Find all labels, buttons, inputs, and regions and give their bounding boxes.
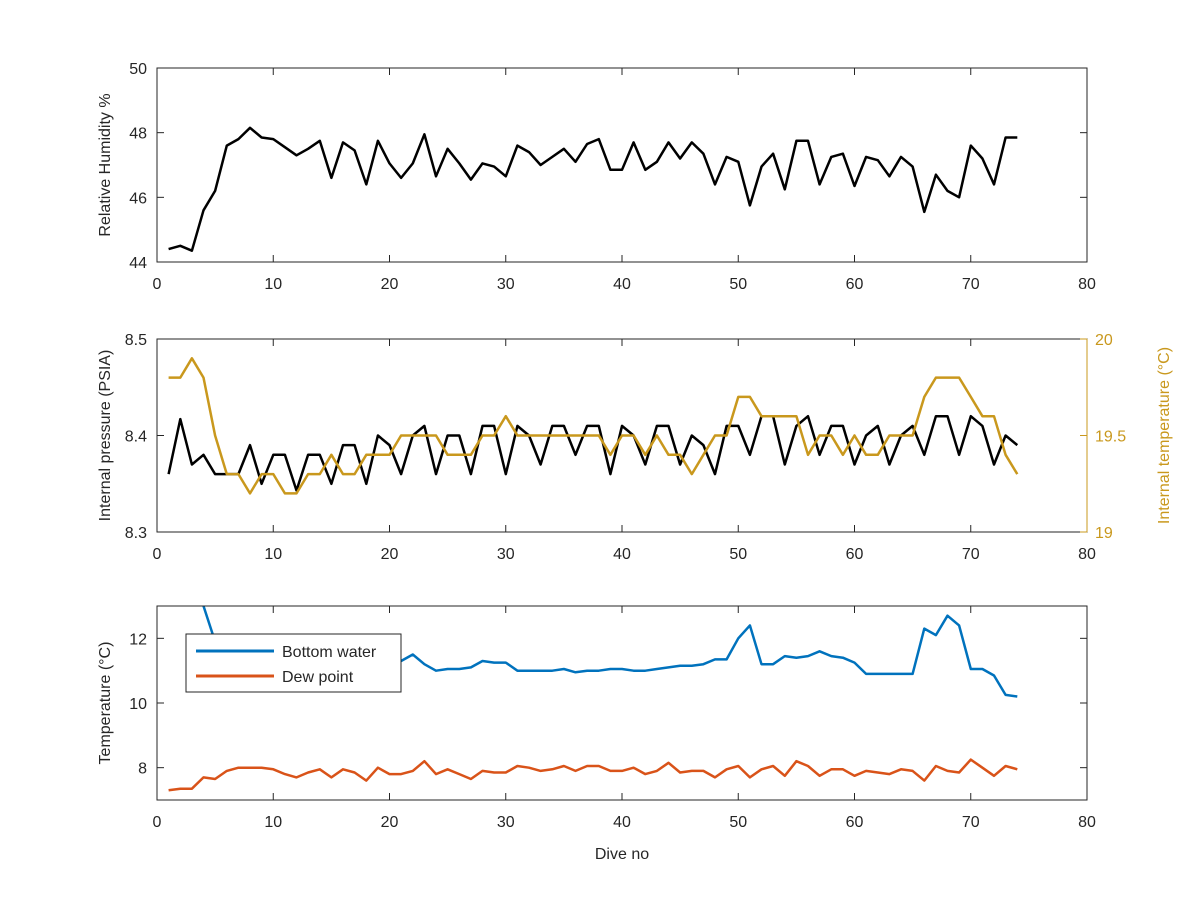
x-tick-label: 50: [729, 814, 747, 831]
x-tick-label: 20: [381, 276, 399, 293]
x-axis-label: Dive no: [595, 846, 649, 863]
y2-axis-label: Internal temperature (°C): [1156, 347, 1173, 524]
x-tick-label: 70: [962, 546, 980, 563]
y-axis-label: Relative Humidity %: [97, 93, 114, 236]
y-tick-label: 50: [129, 61, 147, 78]
y-tick-label: 8.4: [125, 429, 147, 446]
x-tick-label: 0: [153, 276, 162, 293]
x-tick-label: 30: [497, 546, 515, 563]
x-tick-label: 20: [381, 814, 399, 831]
x-tick-label: 70: [962, 814, 980, 831]
x-tick-label: 30: [497, 276, 515, 293]
legend-box: [185, 633, 402, 693]
legend-label: Dew point: [282, 669, 354, 686]
series-line-panel2-1: [167, 414, 1019, 492]
x-tick-label: 20: [381, 546, 399, 563]
x-tick-label: 80: [1078, 814, 1096, 831]
y2-tick-label: 19: [1095, 525, 1113, 542]
series-line-dew-point: [168, 758, 1018, 792]
x-tick-label: 0: [153, 546, 162, 563]
chart-panel-2: 0 10 20 30 40 50 60 70 80 8.3 8.4 8.5 19 19.5 20 Intern…: [97, 332, 1173, 563]
y-tick-label: 8.5: [125, 332, 147, 349]
series-line-panel2-2: [168, 357, 1019, 495]
y-tick-label: 12: [129, 631, 147, 648]
y2-tick-label: 20: [1095, 332, 1113, 349]
y-tick-label: 44: [129, 255, 147, 272]
y-tick-label: 46: [129, 190, 147, 207]
x-tick-label: 40: [613, 814, 631, 831]
chart-panel-1: 0 10 20 30 40 50 60 70 80 44 46 48 50 Relative Humidi…: [97, 61, 1096, 293]
y-axis-label: Temperature (°C): [97, 642, 114, 765]
x-tick-label: 60: [846, 276, 864, 293]
x-tick-label: 10: [264, 276, 282, 293]
y-tick-label: 10: [129, 696, 147, 713]
x-tick-label: 50: [729, 276, 747, 293]
x-tick-label: 50: [729, 546, 747, 563]
x-tick-label: 40: [613, 276, 631, 293]
y2-tick-label: 19.5: [1095, 429, 1126, 446]
x-tick-label: 40: [613, 546, 631, 563]
series-line-panel1-1: [168, 126, 1018, 252]
x-tick-label: 10: [264, 546, 282, 563]
y-tick-label: 8.3: [125, 525, 147, 542]
x-tick-label: 70: [962, 276, 980, 293]
x-tick-label: 60: [846, 814, 864, 831]
chart-panel-3: 0 10 20 30 40 50 60 70 80 8 10 12 Temperature (°C) Di…: [97, 605, 1096, 863]
x-tick-label: 30: [497, 814, 515, 831]
x-tick-label: 0: [153, 814, 162, 831]
x-tick-label: 80: [1078, 276, 1096, 293]
x-tick-label: 10: [264, 814, 282, 831]
legend: Bottom water Dew point: [185, 633, 402, 693]
y-axis-label: Internal pressure (PSIA): [97, 350, 114, 522]
y-tick-label: 48: [129, 126, 147, 143]
x-tick-label: 80: [1078, 546, 1096, 563]
y-tick-label: 8: [138, 761, 147, 778]
legend-label: Bottom water: [282, 644, 377, 661]
x-tick-label: 60: [846, 546, 864, 563]
